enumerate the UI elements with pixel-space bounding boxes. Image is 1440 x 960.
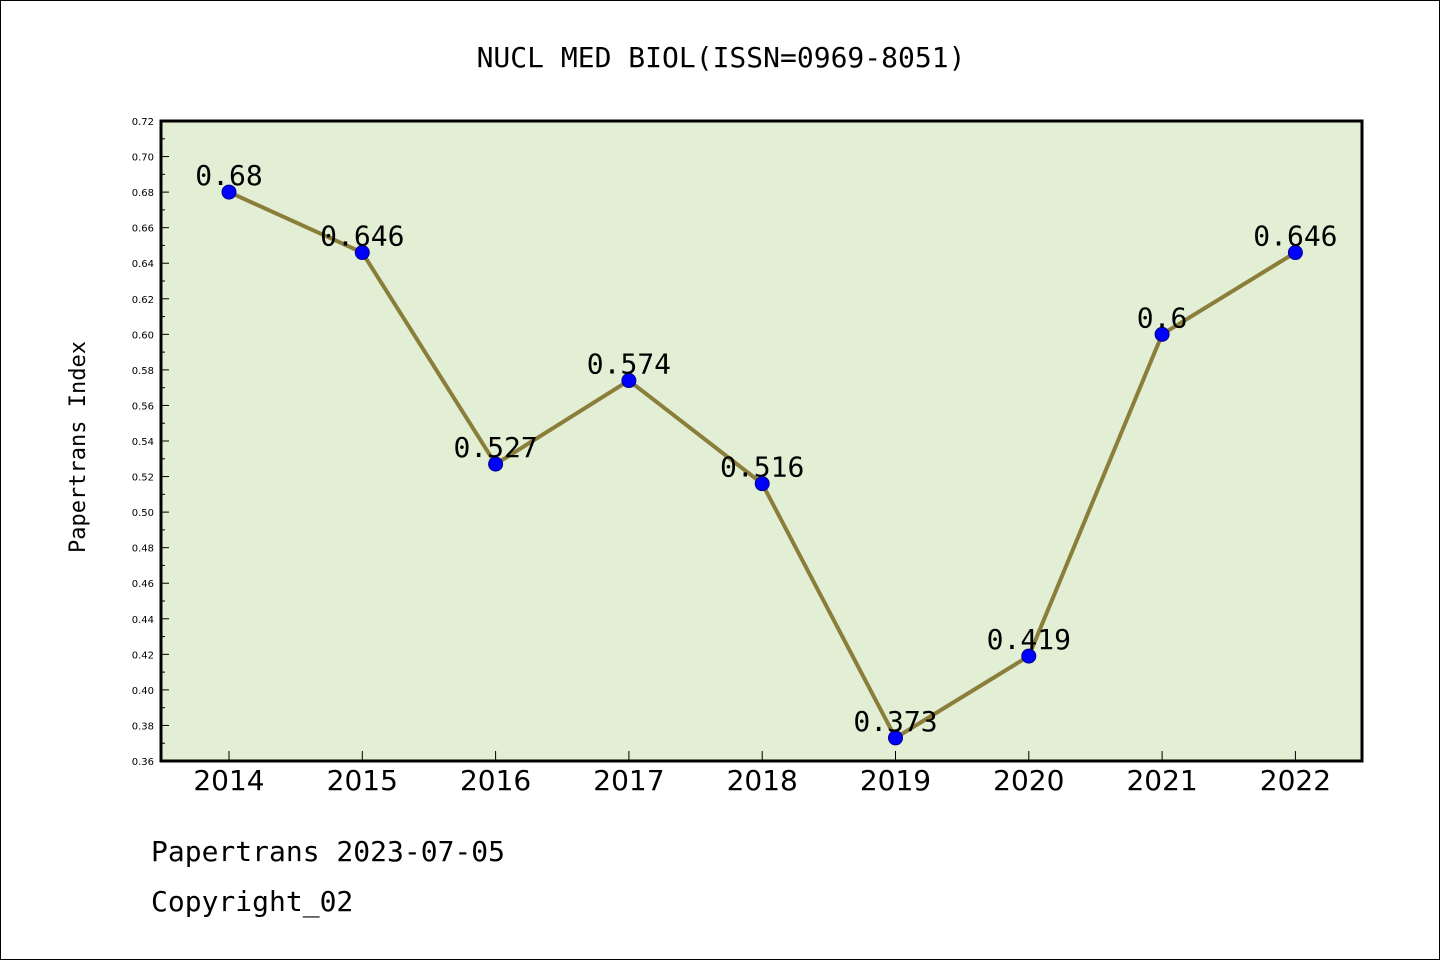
y-tick-label: 0.52	[132, 473, 154, 484]
plot-area	[161, 121, 1362, 761]
x-axis-ticks: 2014 2015 2016 2017 2018 2019 2020 2021 2022	[193, 751, 1331, 797]
data-label: 0.419	[987, 623, 1071, 656]
y-tick-label: 0.56	[132, 401, 154, 412]
data-point	[354, 245, 370, 261]
y-tick-label: 0.62	[132, 295, 154, 306]
plot-frame	[159, 119, 1364, 763]
y-tick-label: 0.48	[132, 544, 154, 555]
x-tick-label: 2018	[727, 764, 798, 797]
data-label: 0.646	[320, 220, 404, 253]
y-axis-label: Papertrans Index	[66, 341, 91, 553]
footer-date-text: Papertrans 2023-07-05	[151, 835, 506, 868]
y-tick-label: 0.68	[132, 188, 154, 199]
y-tick-label: 0.46	[132, 579, 154, 590]
data-point	[1021, 648, 1037, 664]
data-label: 0.6	[1137, 301, 1188, 334]
y-tick-label: 0.44	[132, 615, 154, 626]
y-tick-label: 0.42	[132, 650, 154, 661]
data-label: 0.527	[453, 431, 537, 464]
chart-title: NUCL MED BIOL(ISSN=0969-8051)	[477, 41, 966, 74]
x-tick-label: 2022	[1260, 764, 1331, 797]
x-tick-label: 2016	[460, 764, 531, 797]
y-tick-label: 0.54	[132, 437, 154, 448]
y-tick-label: 0.72	[132, 117, 154, 128]
y-tick-label: 0.58	[132, 366, 154, 377]
data-point	[488, 456, 504, 472]
x-tick-label: 2020	[993, 764, 1064, 797]
data-label: 0.516	[720, 451, 804, 484]
y-tick-label: 0.36	[132, 757, 154, 768]
y-tick-label: 0.50	[132, 508, 154, 519]
data-points	[221, 184, 1303, 746]
data-point	[754, 476, 770, 492]
data-point	[621, 373, 637, 389]
y-tick-label: 0.64	[132, 259, 154, 270]
y-tick-label: 0.40	[132, 686, 154, 697]
y-tick-label: 0.60	[132, 330, 154, 341]
y-axis-ticks: 0.36 0.38 0.40 0.42 0.44 0.46 0.48 0.50 0.52 0.54…	[132, 117, 169, 768]
data-label: 0.68	[195, 159, 262, 192]
y-tick-label: 0.70	[132, 153, 154, 164]
y-tick-label: 0.38	[132, 721, 154, 732]
x-tick-label: 2017	[593, 764, 664, 797]
data-point	[888, 730, 903, 746]
footer-copyright-text: Copyright_02	[151, 885, 354, 918]
data-label: 0.574	[587, 348, 671, 381]
data-label: 0.373	[853, 705, 937, 738]
x-tick-label: 2014	[193, 764, 264, 797]
data-point	[221, 184, 237, 200]
data-label: 0.646	[1253, 220, 1337, 253]
x-tick-label: 2019	[860, 764, 931, 797]
data-point	[1287, 245, 1303, 261]
x-tick-label: 2015	[327, 764, 398, 797]
x-tick-label: 2021	[1126, 764, 1197, 797]
data-point	[1154, 326, 1170, 342]
y-tick-label: 0.66	[132, 224, 154, 235]
data-labels: 0.68 0.646 0.527 0.574 0.516 0.373 0.419 0.6 0.6…	[195, 159, 1337, 738]
